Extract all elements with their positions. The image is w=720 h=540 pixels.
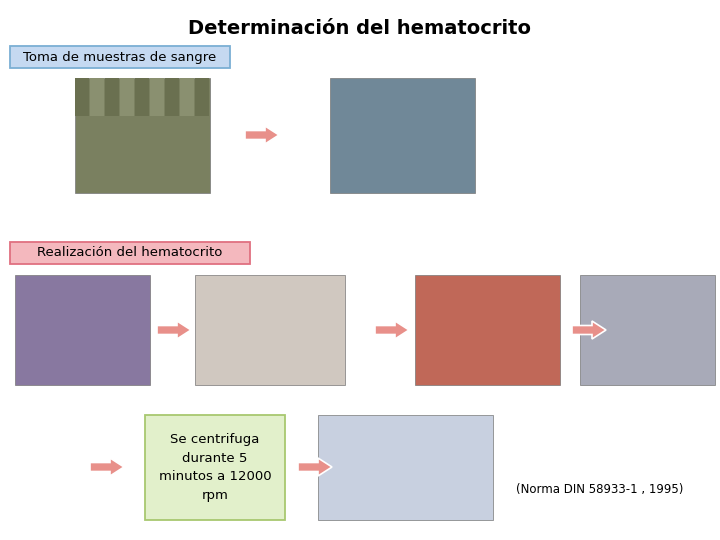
- Text: Realización del hematocrito: Realización del hematocrito: [37, 246, 222, 260]
- Text: (Norma DIN 58933-1 , 1995): (Norma DIN 58933-1 , 1995): [516, 483, 684, 496]
- Bar: [195, 275, 345, 385]
- Bar: [105, 78, 119, 116]
- FancyArrow shape: [245, 126, 279, 144]
- Bar: [330, 78, 475, 193]
- Bar: [580, 275, 715, 385]
- FancyArrow shape: [572, 321, 606, 339]
- Bar: [15, 275, 150, 385]
- Bar: [195, 78, 209, 116]
- FancyArrow shape: [375, 321, 409, 339]
- Bar: [150, 78, 164, 116]
- Bar: [318, 415, 493, 520]
- Text: Se centrifuga
durante 5
minutos a 12000
rpm: Se centrifuga durante 5 minutos a 12000 …: [158, 433, 271, 503]
- Bar: [135, 78, 149, 116]
- Bar: [90, 78, 104, 116]
- FancyArrow shape: [90, 458, 124, 476]
- FancyArrow shape: [298, 458, 332, 476]
- Bar: [10, 46, 230, 68]
- Bar: [75, 78, 210, 193]
- Bar: [180, 78, 194, 116]
- Bar: [75, 78, 89, 116]
- Bar: [415, 275, 560, 385]
- Text: Determinación del hematocrito: Determinación del hematocrito: [189, 18, 531, 37]
- Bar: [120, 78, 134, 116]
- Text: Toma de muestras de sangre: Toma de muestras de sangre: [23, 51, 217, 64]
- Bar: [165, 78, 179, 116]
- Bar: [145, 415, 285, 520]
- FancyArrow shape: [157, 321, 191, 339]
- Bar: [10, 242, 250, 264]
